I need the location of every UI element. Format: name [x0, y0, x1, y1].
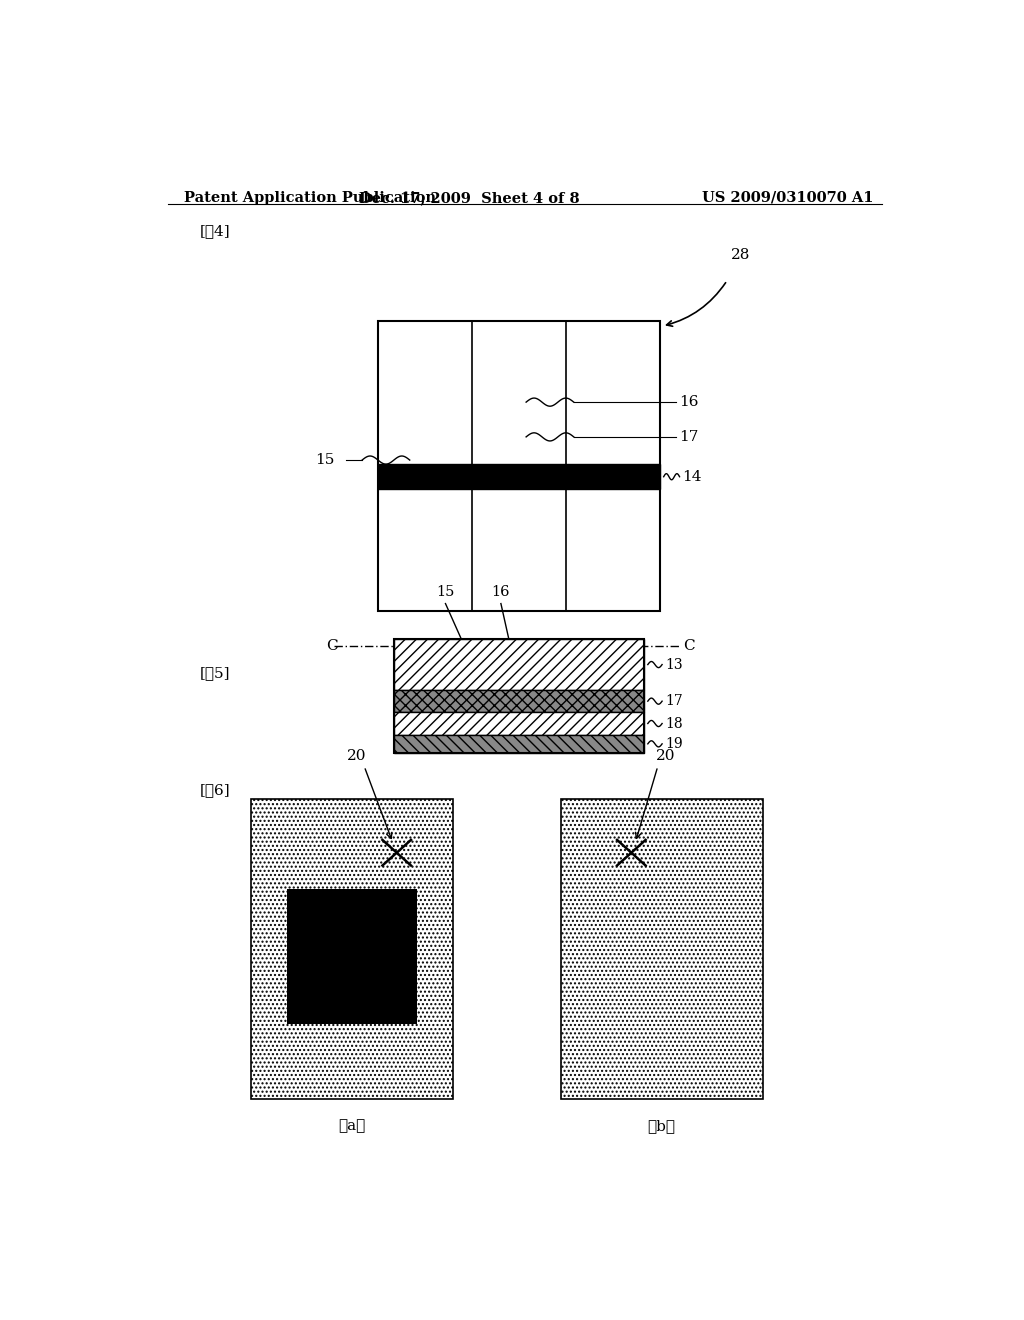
Bar	[394, 639, 644, 690]
Text: 16: 16	[492, 585, 510, 598]
Text: 20: 20	[656, 750, 676, 763]
Text: 18: 18	[666, 717, 683, 730]
Text: C: C	[684, 639, 695, 653]
Text: （b）: （b）	[648, 1119, 676, 1133]
Text: 16: 16	[680, 395, 699, 409]
Text: 17: 17	[680, 430, 699, 444]
Text: 17: 17	[666, 694, 683, 708]
Text: 28: 28	[731, 248, 751, 261]
Text: [围6]: [围6]	[200, 784, 230, 797]
Bar	[394, 735, 644, 752]
Text: 13: 13	[666, 657, 683, 672]
Text: 15: 15	[315, 453, 334, 467]
Bar	[394, 713, 644, 735]
Bar	[251, 799, 454, 1098]
Bar	[288, 888, 417, 1023]
Text: Patent Application Publication: Patent Application Publication	[183, 191, 435, 205]
Text: US 2009/0310070 A1: US 2009/0310070 A1	[702, 191, 873, 205]
Text: Dec. 17, 2009  Sheet 4 of 8: Dec. 17, 2009 Sheet 4 of 8	[359, 191, 580, 205]
Text: 14: 14	[682, 470, 701, 483]
Bar	[394, 690, 644, 713]
Text: C: C	[327, 639, 338, 653]
Bar	[378, 465, 659, 488]
Bar	[394, 639, 644, 752]
Text: [围4]: [围4]	[200, 224, 230, 239]
Text: 15: 15	[436, 585, 455, 598]
Text: 20: 20	[346, 750, 366, 763]
Text: [围5]: [围5]	[200, 667, 230, 681]
Text: （a）: （a）	[339, 1119, 366, 1133]
Text: 19: 19	[666, 737, 683, 751]
Bar	[378, 321, 659, 611]
Bar	[560, 799, 763, 1098]
